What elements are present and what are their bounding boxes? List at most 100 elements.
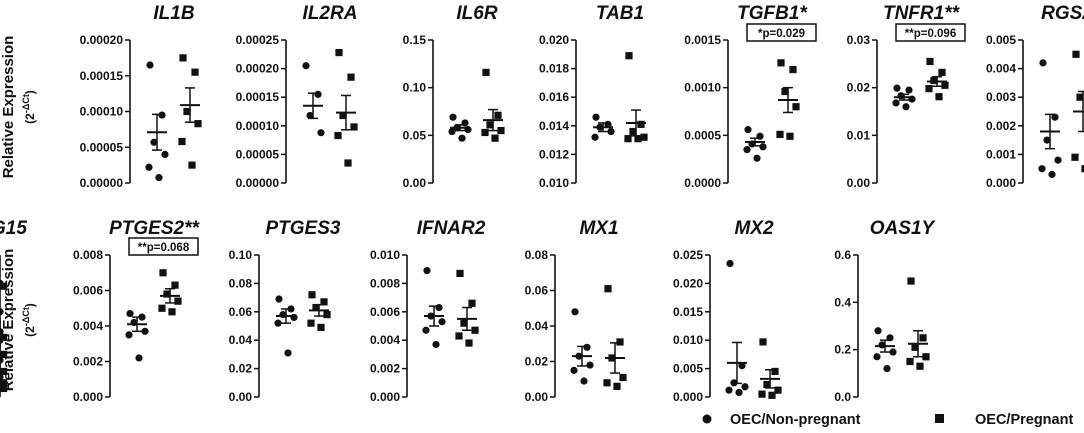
data-point-pregnant — [603, 379, 611, 387]
y-tick-label: 0.00010 — [80, 105, 124, 119]
y-tick-label: 0.016 — [539, 90, 569, 104]
y-tick-label: 0.01 — [847, 128, 871, 142]
significance-label: **p=0.068 — [138, 242, 190, 254]
data-point-pregnant — [486, 121, 494, 129]
data-point-non-pregnant — [592, 113, 600, 121]
data-point-pregnant — [183, 107, 191, 116]
data-point-pregnant — [465, 339, 473, 347]
data-point-pregnant — [629, 127, 637, 136]
data-point-pregnant — [456, 269, 464, 278]
y-tick-label: 0.0000 — [684, 176, 721, 190]
data-point-non-pregnant — [878, 341, 886, 349]
y-tick-label: 0.00005 — [236, 147, 280, 161]
data-point-pregnant — [334, 131, 342, 140]
data-point-non-pregnant — [591, 133, 599, 141]
panel-title: IFNAR2 — [417, 218, 486, 239]
y-tick-label: 0.00005 — [80, 140, 124, 154]
y-tick-label: 0.002 — [73, 355, 103, 369]
y-tick-label: 0.0010 — [684, 81, 721, 95]
data-point-pregnant — [178, 137, 186, 146]
panel-title: IL1B — [153, 3, 194, 24]
panels: IL1B0.000000.000050.000100.000150.00020I… — [0, 3, 1084, 404]
data-point-non-pregnant — [575, 352, 583, 360]
legend-label-non-pregnant: OEC/Non-pregnant — [730, 412, 861, 428]
y-axis-subtitle: (2-ΔCt) — [21, 303, 37, 337]
y-axis-sublabel-top: (2-ΔCt) — [21, 90, 37, 124]
y-tick-label: 0.010 — [539, 176, 569, 190]
data-point-pregnant — [188, 161, 196, 169]
data-point-non-pregnant — [461, 119, 469, 127]
data-point-pregnant — [482, 68, 490, 77]
y-tick-label: 0.00000 — [80, 176, 124, 190]
data-point-pregnant — [350, 123, 358, 131]
data-point-pregnant — [320, 298, 328, 306]
data-point-pregnant — [759, 338, 767, 346]
y-tick-label: 0.10 — [229, 248, 253, 262]
data-point-non-pregnant — [274, 319, 282, 327]
panel-title: PTGES2** — [109, 218, 200, 239]
y-tick-label: 0.010 — [370, 248, 400, 262]
data-point-pregnant — [312, 303, 320, 312]
y-tick-label: 0.00025 — [236, 33, 280, 47]
y-tick-label: 0.006 — [73, 284, 103, 298]
data-point-pregnant — [347, 73, 355, 81]
y-tick-label: 0.00 — [403, 176, 427, 190]
data-point-non-pregnant — [1051, 113, 1059, 121]
panel-title: IL6R — [456, 3, 497, 24]
data-point-non-pregnant — [0, 328, 4, 336]
data-point-pregnant — [604, 285, 612, 293]
data-point-pregnant — [0, 384, 8, 393]
data-point-non-pregnant — [748, 140, 756, 148]
y-tick-label: 0.05 — [403, 128, 427, 142]
y-tick-label: 0.10 — [403, 81, 427, 95]
y-tick-label: 0.020 — [673, 276, 703, 290]
y-tick-label: 0.00 — [525, 390, 549, 404]
data-point-pregnant — [911, 343, 919, 351]
data-point-non-pregnant — [126, 309, 134, 318]
y-tick-label: 0.00020 — [80, 33, 124, 47]
data-point-pregnant — [634, 135, 642, 143]
data-point-pregnant — [792, 103, 800, 111]
data-point-non-pregnant — [141, 327, 149, 335]
data-point-non-pregnant — [892, 99, 900, 107]
data-point-pregnant — [786, 132, 794, 140]
data-point-pregnant — [497, 126, 505, 135]
y-tick-label: 0.012 — [539, 147, 569, 161]
data-point-pregnant — [0, 379, 8, 387]
data-point-pregnant — [471, 326, 479, 334]
data-point-non-pregnant — [735, 388, 743, 397]
y-tick-label: 0.003 — [986, 90, 1016, 104]
data-point-non-pregnant — [145, 163, 153, 171]
y-tick-label: 0.015 — [673, 305, 703, 319]
data-point-non-pregnant — [897, 92, 905, 100]
significance-label: *p=0.029 — [758, 28, 805, 40]
data-point-pregnant — [179, 54, 187, 62]
data-point-non-pregnant — [1038, 165, 1046, 173]
data-point-non-pregnant — [1039, 59, 1047, 67]
data-point-pregnant — [460, 319, 468, 327]
data-point-non-pregnant — [744, 126, 752, 134]
panel-il2ra: IL2RA 0.00000 0.00005 0.00010 0.00015 0.00020… — [236, 3, 358, 190]
data-point-pregnant — [159, 269, 167, 277]
data-point-pregnant — [323, 311, 331, 319]
panel-il6r: IL6R 0.00 0.05 0.10 0.15 — [403, 3, 505, 190]
data-point-pregnant — [171, 281, 179, 289]
y-tick-label: 0.0015 — [684, 33, 721, 47]
panel-ifnar2: IFNAR2 0.000 0.002 0.004 0.006 0.008 0.010 — [370, 218, 486, 404]
data-point-non-pregnant — [290, 313, 298, 322]
data-point-non-pregnant — [726, 259, 734, 268]
data-point-pregnant — [619, 373, 627, 382]
y-tick-label: 0.04 — [525, 319, 549, 333]
legend: OEC/Non-pregnant OEC/Pregnant — [702, 412, 1073, 428]
y-tick-label: 0.00 — [229, 390, 253, 404]
data-point-non-pregnant — [743, 146, 751, 154]
panel-title: RGS2 — [1041, 3, 1084, 24]
y-axis-subtitle: (2-ΔCt) — [21, 90, 37, 124]
data-point-non-pregnant — [1043, 136, 1051, 144]
y-tick-label: 0.018 — [539, 62, 569, 76]
data-point-non-pregnant — [580, 377, 588, 385]
y-tick-label: 0.0005 — [684, 128, 721, 142]
data-point-pregnant — [922, 353, 930, 361]
panel-title: IL2RA — [303, 3, 358, 24]
panel-title: MX2 — [734, 218, 774, 239]
